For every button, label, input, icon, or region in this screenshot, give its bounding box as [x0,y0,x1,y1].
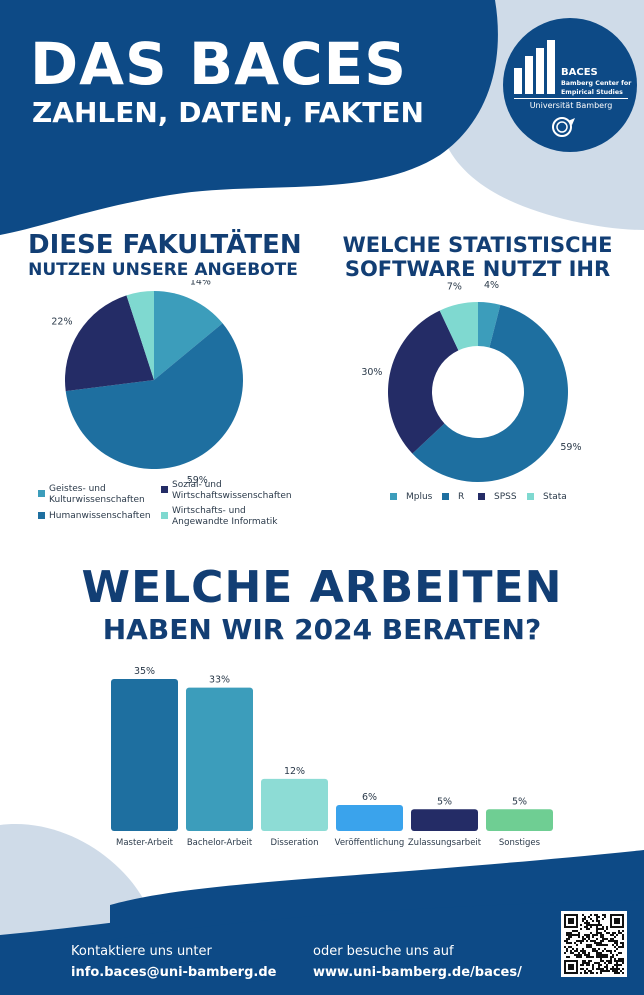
bar-category-label-zulassungsarbeit: Zulassungsarbeit [408,838,482,848]
logo-university: Universität Bamberg [529,101,613,110]
bar-value-label-ver-ffentlichung: 6% [362,792,377,803]
logo-divider [514,98,628,99]
header-navy-shape [0,0,498,235]
bar-value-label-sonstiges: 5% [512,796,527,807]
pie1-slice-wirtschafts-und-angewandte-informatik [126,291,154,380]
software-legend-item-r: R [442,492,464,503]
bar-category-label-master-arbeit: Master-Arbeit [116,838,174,848]
bar-master-arbeit [111,679,178,831]
bar-value-label-disseration: 12% [284,766,305,777]
software-legend-item-spss: SPSS [478,492,517,503]
legend-label: SPSS [494,492,517,502]
work-subtitle: HABEN WIR 2024 BERATEN? [102,613,542,646]
pie2-slice-stata [439,302,478,351]
bar-ver-ffentlichung [336,804,403,831]
contact-email-link[interactable]: info.baces@uni-bamberg.de [71,965,277,980]
faculties-subtitle: NUTZEN UNSERE ANGEBOTE [28,260,298,280]
bar-disseration [261,778,328,831]
legend-swatch [527,493,534,500]
legend-label: R [458,492,465,502]
bar-sonstiges [486,809,553,831]
legend-label: Wirtschafts- und Angewandte Informatik [172,506,278,528]
pie2-value-label-r: 59% [560,442,581,453]
legend-swatch [161,512,168,519]
legend-label: Stata [543,492,567,502]
visit-label: oder besuche uns auf [313,944,454,959]
bar-category-label-ver-ffentlichung: Veröffentlichung [335,838,405,848]
footer-navy-curve [110,850,644,940]
bar-value-label-bachelor-arbeit: 33% [209,675,230,686]
software-title-line-1: WELCHE STATISTISCHE [342,233,613,257]
software-legend: Mplus R SPSS Stata [322,492,644,508]
pie1-value-label-sozial-und-wirtschaftswissenschaften: 22% [51,317,72,328]
legend-swatch [390,493,397,500]
logo-line-2: Empirical Studies [561,89,623,96]
pie1-slice-humanwissenschaften [65,323,244,469]
software-legend-item-stata: Stata [527,492,567,503]
bar-zulassungsarbeit [411,809,478,831]
pie2-slice-spss [388,310,459,454]
work-bar-chart: 35% Master-Arbeit 33% Bachelor-Arbeit 12% Dis… [111,666,553,848]
legend-swatch [38,512,45,519]
pie2-value-label-mplus: 4% [484,280,499,291]
bar-value-label-zulassungsarbeit: 5% [437,796,452,807]
legend-swatch [478,493,485,500]
bar-chart-icon [514,40,558,94]
page-title: DAS BACES [30,30,408,98]
logo-name: BACES [561,67,598,78]
legend-label: Humanwissenschaften [49,511,151,521]
faculties-title: DIESE FAKULTÄTEN [28,230,302,260]
pie2-value-label-spss: 30% [361,367,382,378]
software-legend-item-mplus: Mplus [390,492,432,503]
faculties-legend-item-sozial-und-wirtschaftswissenschaften: Sozial- und Wirtschaftswissenschaften [161,480,292,503]
qr-code-icon[interactable] [561,911,627,977]
pie1-value-label-humanwissenschaften: 59% [187,475,208,486]
bar-category-label-bachelor-arbeit: Bachelor-Arbeit [187,838,253,848]
legend-label: Mplus [406,492,433,502]
bar-category-label-disseration: Disseration [271,838,319,848]
bar-category-label-sonstiges: Sonstiges [499,838,541,848]
legend-swatch [161,486,168,493]
bar-bachelor-arbeit [186,687,253,831]
pie1-slice-sozial-und-wirtschaftswissenschaften [65,295,154,392]
bar-value-label-master-arbeit: 35% [134,666,155,677]
faculties-legend-item-geistes-und-kulturwissenschaften: Geistes- und Kulturwissenschaften [38,484,145,507]
pie2-slice-mplus [478,302,501,348]
pie1-value-label-geistes-und-kulturwissenschaften: 14% [190,280,211,287]
faculties-pie-chart: 14%59%22%5% [51,280,244,486]
faculties-legend: Geistes- und Kulturwissenschaften Humanwis… [0,478,322,528]
work-title: WELCHE ARBEITEN [81,562,563,613]
pie1-slice-geistes-und-kulturwissenschaften [154,291,223,380]
contact-label: Kontaktiere uns unter [71,944,212,959]
software-donut-chart: 4% 59% 30% 7% [361,280,582,482]
faculties-legend-item-wirtschafts-und-angewandte-informatik: Wirtschafts- und Angewandte Informatik [161,506,277,529]
faculties-legend-item-humanwissenschaften: Humanwissenschaften [38,511,151,522]
software-title-line-2: SOFTWARE NUTZT IHR [344,257,611,281]
logo-line-1: Bamberg Center for [561,80,632,87]
legend-swatch [38,490,45,497]
page-subtitle: ZAHLEN, DATEN, FAKTEN [32,96,424,129]
legend-label: Geistes- und Kulturwissenschaften [49,484,145,506]
legend-label: Sozial- und Wirtschaftswissenschaften [172,480,292,502]
website-link[interactable]: www.uni-bamberg.de/baces/ [313,965,522,980]
legend-swatch [442,493,449,500]
pie2-value-label-stata: 7% [447,282,462,293]
pie2-slice-r [412,304,568,482]
university-emblem-icon [552,117,575,137]
